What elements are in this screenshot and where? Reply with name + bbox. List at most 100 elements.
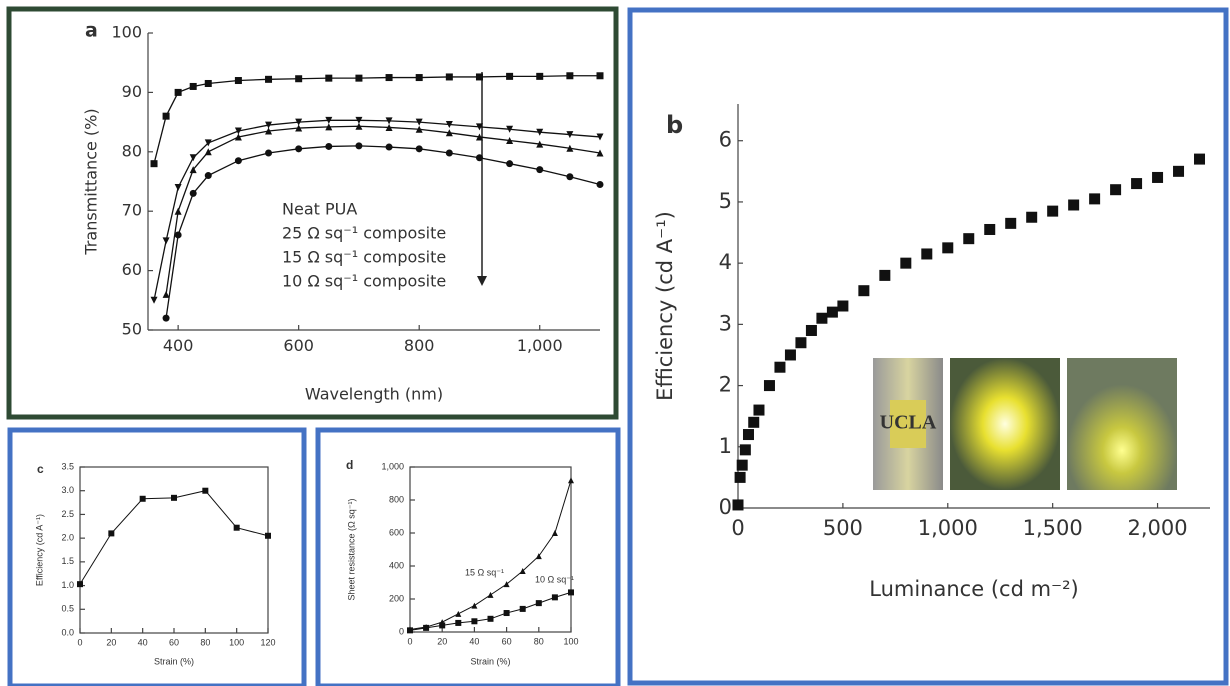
marker — [566, 144, 574, 152]
marker — [415, 74, 423, 82]
marker — [415, 118, 423, 126]
marker — [1152, 171, 1164, 183]
marker — [471, 602, 478, 609]
series-line — [79, 490, 269, 585]
panel-frame — [315, 427, 621, 686]
marker — [487, 615, 494, 622]
marker — [295, 118, 303, 126]
marker — [475, 154, 483, 162]
marker — [566, 173, 574, 181]
marker — [732, 499, 744, 511]
marker — [139, 495, 146, 502]
marker — [233, 524, 240, 531]
marker — [189, 82, 197, 90]
marker — [150, 296, 158, 304]
y-tick-label: 0.0 — [61, 627, 74, 637]
series-line — [409, 480, 572, 631]
marker — [189, 154, 197, 162]
marker — [162, 290, 170, 298]
marker — [150, 160, 158, 168]
marker — [1089, 193, 1101, 205]
marker — [439, 622, 446, 629]
x-tick-label: 1,500 — [1023, 516, 1083, 540]
marker — [519, 567, 526, 574]
y-tick-label: 80 — [122, 141, 142, 160]
marker — [816, 312, 828, 324]
marker — [763, 380, 775, 392]
inset-text: UCLA — [880, 412, 937, 434]
panel-label: c — [37, 462, 44, 476]
marker — [1068, 199, 1080, 211]
marker — [234, 157, 242, 165]
marker — [407, 627, 413, 634]
marker — [596, 72, 604, 80]
x-tick-label: 800 — [404, 336, 435, 355]
y-tick-label: 70 — [122, 201, 142, 220]
marker — [204, 139, 212, 147]
x-tick-label: 0 — [77, 637, 82, 647]
marker — [265, 532, 271, 539]
marker — [385, 74, 393, 82]
marker — [963, 233, 975, 245]
y-tick-label: 60 — [122, 260, 142, 279]
x-tick-label: 0 — [407, 636, 412, 646]
marker — [162, 314, 170, 322]
x-tick-label: 40 — [138, 637, 148, 647]
y-tick-label: 0 — [719, 495, 732, 519]
marker — [171, 494, 177, 501]
x-tick-label: 120 — [260, 637, 275, 647]
marker — [536, 128, 544, 136]
marker — [234, 127, 242, 135]
y-tick-label: 1.5 — [61, 556, 74, 566]
x-tick-label: 80 — [534, 636, 544, 646]
marker — [385, 123, 393, 131]
marker — [204, 79, 212, 87]
x-tick-label: 1,000 — [918, 516, 978, 540]
marker — [77, 581, 83, 588]
series-line — [153, 119, 601, 301]
x-tick-label: 80 — [200, 637, 210, 647]
marker — [1026, 211, 1038, 223]
inset-photo — [950, 358, 1060, 490]
marker — [774, 361, 786, 373]
marker — [475, 73, 483, 81]
marker — [189, 189, 197, 197]
y-tick-label: 90 — [122, 82, 142, 101]
marker — [415, 145, 423, 153]
marker — [471, 618, 478, 625]
marker — [325, 116, 333, 124]
x-tick-label: 20 — [437, 636, 447, 646]
marker — [174, 231, 182, 239]
x-tick-label: 100 — [563, 636, 578, 646]
marker — [1131, 178, 1143, 190]
marker — [475, 133, 483, 141]
panel-label: a — [85, 20, 98, 42]
y-axis-label: Transmittance (%) — [82, 108, 101, 255]
marker — [805, 324, 817, 336]
y-tick-label: 2.0 — [61, 533, 74, 543]
marker — [900, 257, 912, 269]
marker — [174, 207, 182, 215]
y-tick-label: 3 — [719, 311, 732, 335]
marker — [1047, 205, 1059, 217]
panel-label: b — [666, 111, 683, 139]
marker — [455, 610, 462, 617]
marker — [566, 72, 574, 80]
panel-label: d — [346, 458, 353, 472]
marker — [355, 74, 363, 82]
marker — [568, 477, 574, 484]
panel-frame — [7, 427, 307, 686]
marker — [265, 121, 273, 129]
x-tick-label: 0 — [731, 516, 744, 540]
y-tick-label: 200 — [389, 593, 404, 603]
marker — [415, 125, 423, 133]
marker — [736, 459, 748, 471]
x-tick-label: 40 — [469, 636, 479, 646]
y-tick-label: 1.0 — [61, 580, 74, 590]
series-label: 15 Ω sq⁻¹ — [465, 567, 504, 577]
marker — [506, 160, 514, 168]
panel-frame — [6, 6, 619, 420]
marker — [596, 133, 604, 141]
marker — [837, 300, 849, 312]
